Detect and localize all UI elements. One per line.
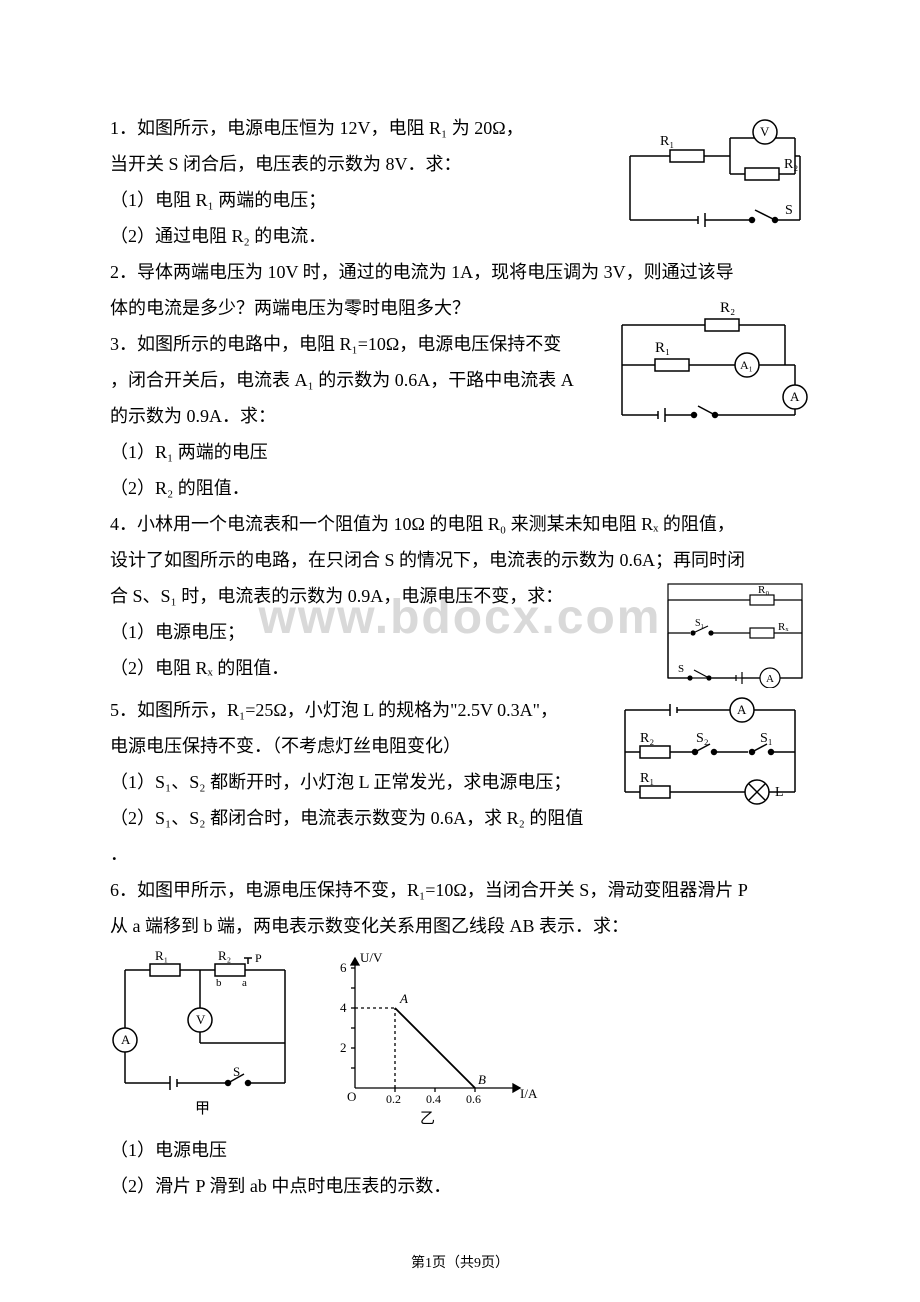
svg-text:A: A	[121, 1032, 131, 1047]
svg-text:R₂: R₂	[640, 731, 654, 746]
svg-text:P: P	[255, 951, 262, 965]
svg-text:0.6: 0.6	[466, 1092, 481, 1106]
svg-text:S₁: S₁	[695, 618, 704, 629]
svg-text:S: S	[678, 663, 684, 675]
svg-text:R₁: R₁	[660, 134, 674, 149]
svg-text:S₂: S₂	[696, 731, 709, 746]
q6-l2: 从 a 端移到 b 端，两电表示数变化关系用图乙线段 AB 表示．求：	[110, 908, 810, 944]
svg-text:S: S	[785, 203, 793, 218]
q6-l3: （1）电源电压	[110, 1132, 810, 1168]
svg-text:0.2: 0.2	[386, 1092, 401, 1106]
svg-text:A: A	[790, 389, 800, 404]
page: www.bdocx.com	[0, 0, 920, 1302]
q6-circuit: R₁ R₂ P b a V A S 甲	[110, 948, 300, 1128]
svg-text:乙: 乙	[420, 1111, 435, 1127]
q3-l4: （1）R₁ 两端的电压	[110, 434, 810, 470]
svg-text:R₁: R₁	[655, 340, 670, 356]
svg-text:A₁: A₁	[740, 358, 753, 372]
content: R₁ V R₂ S 1．如图所示，电源电压恒为 12V，电阻 R₁ 为 20Ω，…	[110, 110, 810, 1204]
svg-text:U/V: U/V	[360, 950, 383, 965]
q3-diagram: R₂ R₁ A₁ A	[610, 290, 810, 430]
svg-text:Rₓ: Rₓ	[778, 621, 789, 633]
svg-text:R₂: R₂	[218, 948, 231, 963]
svg-text:0.4: 0.4	[426, 1092, 441, 1106]
svg-text:R₂: R₂	[720, 300, 735, 316]
svg-text:R₂: R₂	[784, 157, 798, 172]
svg-text:V: V	[196, 1012, 206, 1027]
svg-text:S₁: S₁	[760, 731, 773, 746]
svg-text:R₁: R₁	[640, 771, 654, 786]
svg-text:b: b	[216, 977, 222, 989]
q2-l1: 2．导体两端电压为 10V 时，通过的电流为 1A，现将电压调为 3V，则通过该…	[110, 254, 810, 290]
svg-text:L: L	[775, 785, 784, 800]
svg-text:B: B	[478, 1072, 486, 1087]
svg-text:S: S	[233, 1064, 240, 1079]
svg-text:4: 4	[340, 1000, 347, 1015]
svg-text:2: 2	[340, 1040, 347, 1055]
footer: 第1页（共9页）	[0, 1252, 920, 1272]
svg-text:R₁: R₁	[155, 948, 168, 963]
svg-text:A: A	[737, 702, 747, 717]
svg-text:I/A: I/A	[520, 1086, 538, 1101]
svg-text:R₀: R₀	[758, 584, 769, 596]
svg-text:6: 6	[340, 960, 347, 975]
svg-text:甲: 甲	[195, 1101, 210, 1117]
svg-text:A: A	[399, 991, 408, 1006]
q4-l2: 设计了如图所示的电路，在只闭合 S 的情况下，电流表的示数为 0.6A；再同时闭	[110, 542, 810, 578]
q6-l1: 6．如图甲所示，电源电压保持不变，R₁=10Ω，当闭合开关 S，滑动变阻器滑片 …	[110, 872, 810, 908]
q4-diagram: R₀ S₁ Rₓ S A	[660, 578, 810, 688]
q5-l5: ．	[110, 836, 810, 872]
q1-diagram: R₁ V R₂ S	[610, 110, 810, 240]
q4-l1: 4．小林用一个电流表和一个阻值为 10Ω 的电阻 R₀ 来测某未知电阻 Rₓ 的…	[110, 506, 810, 542]
q6-l4: （2）滑片 P 滑到 ab 中点时电压表的示数．	[110, 1168, 810, 1204]
svg-text:A: A	[766, 673, 774, 685]
svg-text:O: O	[347, 1089, 356, 1104]
q6-graph: U/V 2 4 6 O 0.2 0.4 0.6 I/A A B 乙	[320, 948, 540, 1128]
q5-diagram: A R₂ S₂ S₁ R₁ L	[610, 692, 810, 812]
q3-l5: （2）R₂ 的阻值．	[110, 470, 810, 506]
svg-text:V: V	[760, 124, 770, 139]
svg-text:a: a	[242, 977, 247, 989]
